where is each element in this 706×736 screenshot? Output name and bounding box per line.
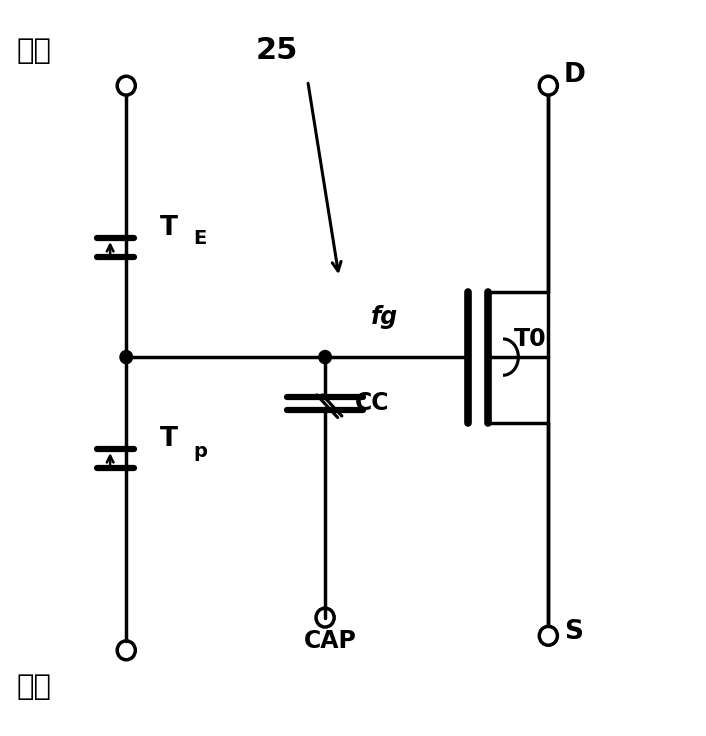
Text: 擦除: 擦除: [17, 38, 52, 66]
Text: CAP: CAP: [304, 629, 357, 653]
Circle shape: [120, 350, 133, 364]
Text: 编程: 编程: [17, 673, 52, 701]
Text: 25: 25: [256, 36, 298, 65]
Text: fg: fg: [371, 305, 397, 329]
Text: E: E: [193, 229, 206, 248]
Text: D: D: [563, 62, 585, 88]
Circle shape: [319, 350, 331, 364]
Text: S: S: [563, 620, 582, 645]
Text: p: p: [193, 442, 207, 461]
Text: T: T: [160, 215, 178, 241]
Text: T0: T0: [514, 328, 546, 351]
Text: T: T: [160, 425, 178, 452]
Text: CC: CC: [354, 391, 389, 415]
